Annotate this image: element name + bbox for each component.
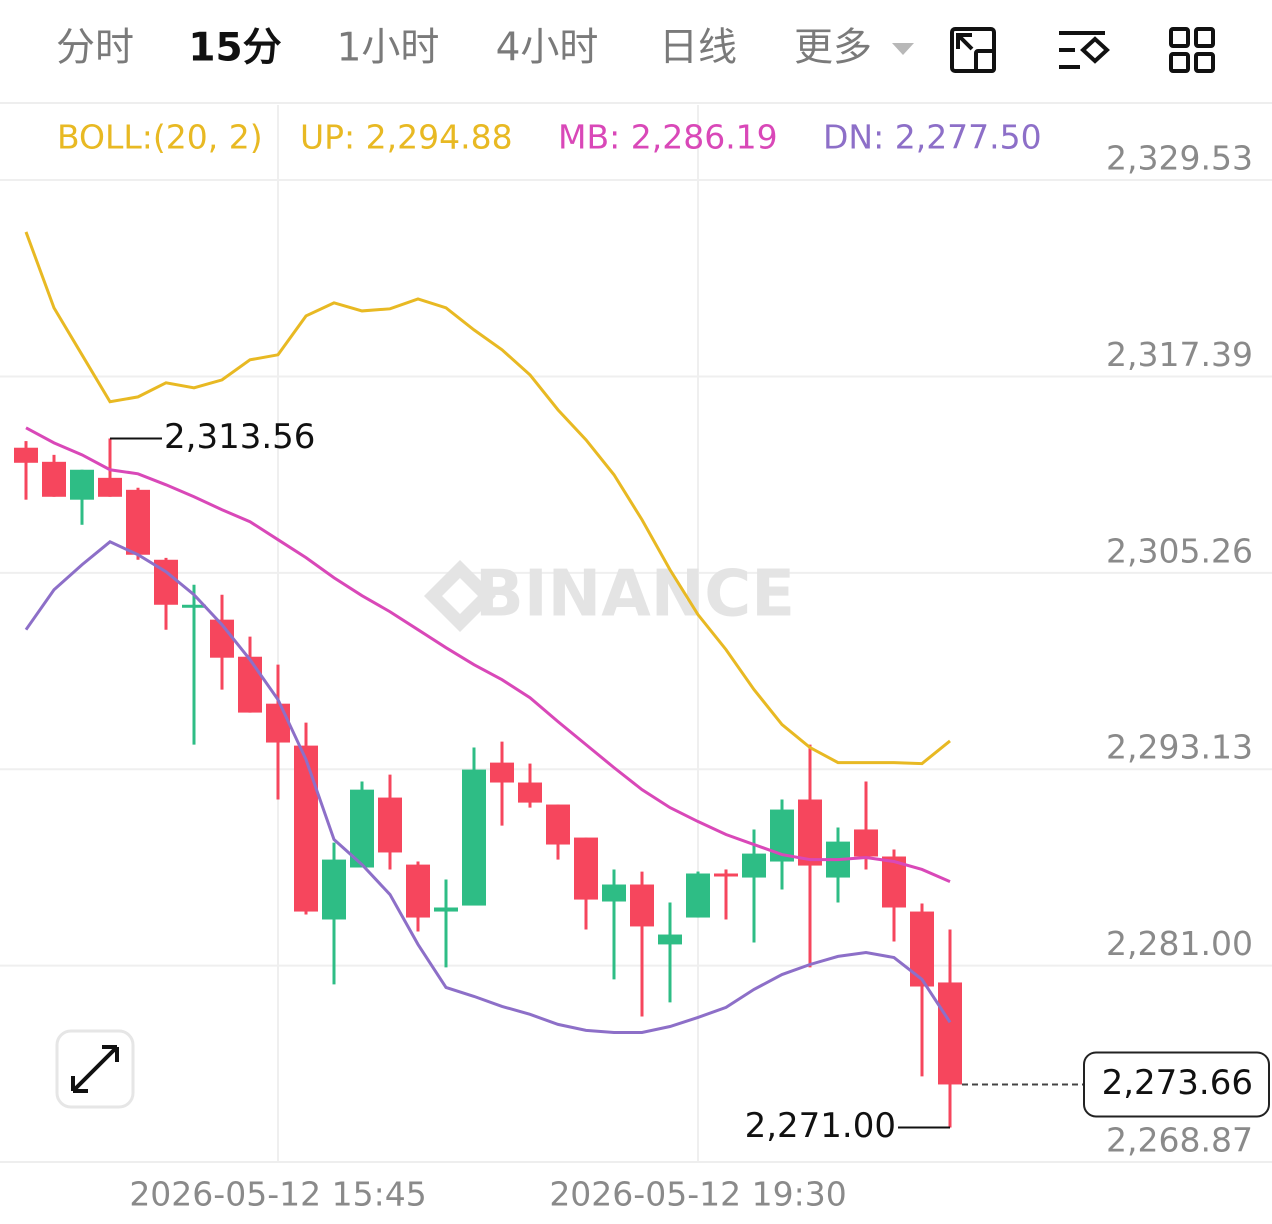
tab[interactable]: 更多 <box>794 26 872 71</box>
candle-body <box>182 604 206 608</box>
candle-body <box>798 799 822 866</box>
boll-line <box>24 231 951 766</box>
y-tick-label: 2,293.13 <box>1106 728 1253 767</box>
candle-body <box>434 907 458 912</box>
legend-entry: DN: 2,277.50 <box>823 118 1042 157</box>
grid: 2,268.87 2,281.00 2,293.13 2,305.26 2,317.39… <box>0 105 1272 1214</box>
candle-body <box>406 864 430 918</box>
y-tick-label: 2,305.26 <box>1106 531 1253 570</box>
low-label: 2,271.00 <box>745 1106 896 1146</box>
candle-body <box>658 934 682 945</box>
watermark-logo <box>424 560 496 632</box>
icon-button[interactable] <box>1059 31 1110 69</box>
legend-entry: UP: 2,294.88 <box>300 118 513 157</box>
candle-body <box>294 745 318 912</box>
legend-entry: MB: 2,286.19 <box>558 118 778 157</box>
candle-body <box>546 804 570 845</box>
candle-body <box>238 656 262 713</box>
candle-body <box>854 829 878 857</box>
candle-body <box>630 884 654 927</box>
y-tick-label: 2,329.53 <box>1106 138 1253 177</box>
candle-body <box>322 859 346 920</box>
x-tick-label: 2026-05-12 15:45 <box>129 1175 426 1214</box>
candle-body <box>686 873 710 918</box>
candle-body <box>98 477 122 497</box>
plot-area <box>14 231 962 1128</box>
candle-body <box>742 853 766 878</box>
candle-body <box>490 762 514 783</box>
boll-line <box>25 426 951 883</box>
tab[interactable]: 15分 <box>188 26 281 71</box>
candle-body <box>602 884 626 902</box>
candle-body <box>714 873 738 877</box>
candle-body <box>42 461 66 497</box>
x-tick-label: 2026-05-12 19:30 <box>549 1175 846 1214</box>
price-label: 2,273.66 <box>1102 1063 1253 1103</box>
candle-body <box>518 782 542 803</box>
tab[interactable]: 4小时 <box>496 26 599 71</box>
candle-body <box>574 837 598 900</box>
tab[interactable]: 分时 <box>56 26 134 71</box>
tab[interactable]: 日线 <box>659 26 737 71</box>
high-label: 2,313.56 <box>164 417 315 457</box>
icon-button[interactable] <box>950 27 996 73</box>
annotations: 2,313.56 2,271.00 2,273.66 <box>110 417 1270 1146</box>
candle-body <box>910 911 934 987</box>
candle-body <box>378 797 402 853</box>
y-tick-label: 2,317.39 <box>1106 335 1253 374</box>
candle-body <box>938 982 962 1085</box>
candle-body <box>14 447 38 463</box>
boll-line <box>24 540 952 1034</box>
candle-body <box>266 703 290 743</box>
candle-body <box>462 769 486 906</box>
candle-body <box>350 789 374 868</box>
dropdown-arrow[interactable] <box>892 43 914 55</box>
legend: BOLL:(20, 2) UP: 2,294.88 MB: 2,286.19 DN:… <box>57 118 1042 157</box>
expand-button[interactable] <box>55 1029 135 1109</box>
y-tick-label: 2,281.00 <box>1106 924 1253 963</box>
tab-bar: 分时 15分 1小时 4小时 日线 更多 <box>56 26 872 71</box>
candle-body <box>70 469 94 500</box>
candle-body <box>126 489 150 555</box>
y-tick-label: 2,268.87 <box>1106 1121 1253 1160</box>
indicator-label: BOLL:(20, 2) <box>57 118 263 157</box>
icon-button[interactable] <box>1169 27 1215 73</box>
watermark: BINANCE <box>475 558 795 632</box>
tab[interactable]: 1小时 <box>337 26 440 71</box>
price-box <box>1083 1051 1270 1118</box>
